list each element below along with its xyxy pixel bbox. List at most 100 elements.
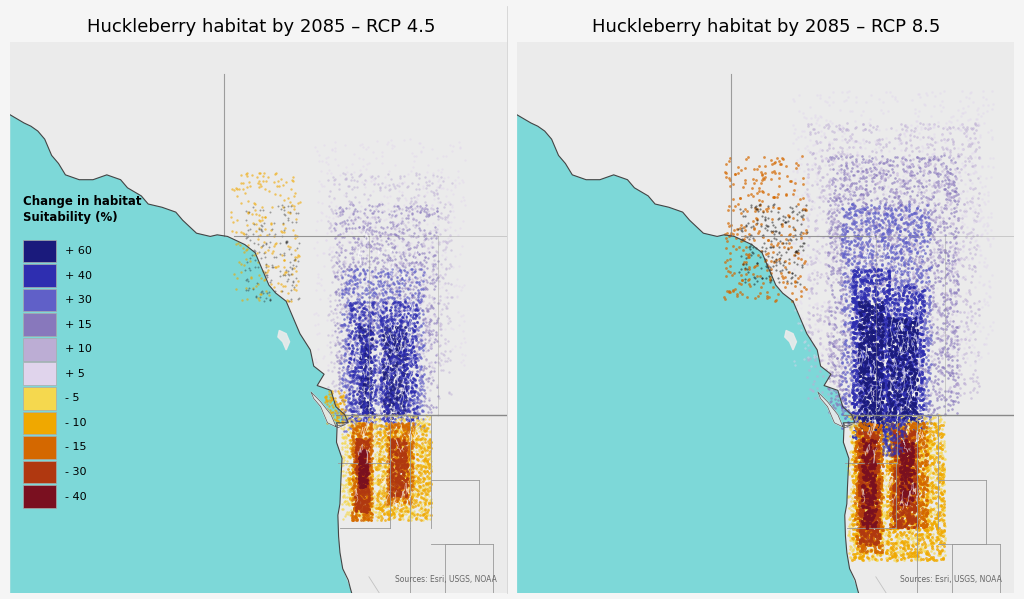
Point (274, 218, 291, 228)
Point (372, 438, 388, 447)
Point (358, 429, 375, 439)
Point (378, 302, 394, 312)
Point (845, 549, 861, 559)
Point (936, 496, 952, 506)
Point (860, 412, 877, 421)
Point (971, 347, 987, 356)
Point (328, 288, 344, 297)
Point (386, 419, 402, 429)
Point (859, 458, 876, 467)
Point (898, 498, 914, 507)
Point (390, 341, 407, 350)
Point (856, 470, 872, 480)
Point (853, 367, 869, 377)
Point (915, 419, 932, 429)
Point (863, 450, 880, 460)
Point (924, 436, 940, 446)
Point (841, 391, 857, 400)
Point (853, 301, 869, 310)
Point (975, 108, 991, 118)
Point (395, 456, 412, 466)
Point (828, 222, 845, 232)
Point (867, 229, 884, 239)
Point (415, 279, 431, 289)
Point (337, 295, 353, 305)
Point (898, 458, 914, 468)
Point (338, 173, 354, 183)
Point (894, 333, 910, 343)
Point (347, 395, 364, 405)
Point (852, 297, 868, 307)
Point (804, 329, 820, 338)
Point (913, 470, 930, 479)
Point (415, 309, 431, 319)
Point (329, 240, 345, 249)
Point (421, 491, 437, 501)
Point (349, 489, 366, 499)
Point (398, 395, 415, 405)
Point (872, 196, 889, 206)
Point (926, 548, 942, 558)
Point (899, 440, 915, 450)
Point (898, 363, 914, 373)
Point (283, 295, 299, 304)
Point (861, 451, 878, 461)
Point (422, 341, 438, 350)
Point (358, 449, 375, 459)
Point (397, 385, 414, 395)
Point (923, 518, 939, 528)
Point (886, 404, 902, 413)
Point (904, 493, 921, 503)
Point (354, 434, 371, 443)
Point (367, 304, 383, 313)
Point (838, 242, 854, 252)
Point (893, 241, 909, 250)
Point (868, 382, 885, 392)
Point (893, 286, 909, 295)
Point (898, 338, 914, 347)
Point (871, 358, 888, 367)
Point (859, 379, 876, 389)
Point (350, 394, 367, 404)
Point (411, 297, 427, 306)
Point (406, 359, 422, 368)
Point (861, 482, 878, 491)
Point (402, 427, 419, 437)
Point (903, 447, 920, 456)
Point (407, 489, 423, 499)
Point (343, 435, 359, 445)
Point (899, 443, 915, 453)
Point (873, 362, 890, 371)
Point (385, 496, 401, 506)
Point (350, 313, 367, 323)
Point (424, 243, 440, 252)
Point (376, 500, 392, 510)
Point (862, 511, 879, 521)
Point (833, 179, 849, 189)
Point (892, 432, 908, 441)
Point (393, 483, 410, 493)
Point (355, 444, 372, 453)
Point (854, 495, 870, 504)
Point (938, 289, 954, 298)
Point (391, 422, 408, 432)
Point (901, 214, 918, 223)
Point (378, 393, 394, 403)
Point (390, 446, 407, 456)
Point (893, 435, 909, 444)
Point (857, 292, 873, 302)
Point (903, 459, 920, 468)
Point (361, 343, 378, 353)
Point (896, 507, 912, 517)
Point (420, 420, 436, 429)
Point (403, 328, 420, 338)
Point (915, 480, 932, 489)
Point (859, 446, 876, 455)
Point (356, 507, 373, 516)
Point (890, 420, 906, 430)
Point (866, 552, 883, 561)
Point (343, 184, 359, 193)
Point (368, 384, 384, 394)
Point (913, 428, 930, 437)
Point (383, 386, 399, 396)
